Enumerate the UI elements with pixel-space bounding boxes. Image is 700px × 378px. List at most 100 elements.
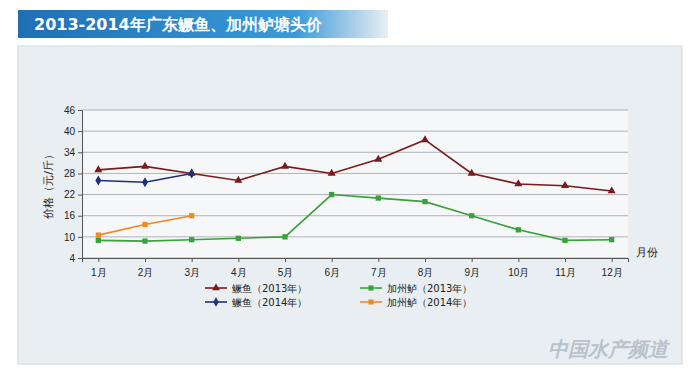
data-point (468, 169, 476, 176)
y-tick: 40 (64, 126, 82, 137)
data-point (189, 168, 195, 178)
data-point (329, 192, 334, 197)
data-point (96, 232, 101, 237)
x-tick-label: 9月 (464, 267, 480, 278)
chart: 2013-2014年广东鳜鱼、加州鲈塘头价4101622283440461月2月… (0, 0, 700, 378)
legend-item: 鳜鱼（2014年） (205, 297, 307, 308)
data-point (421, 135, 429, 142)
y-tick-mark (78, 237, 82, 238)
x-tick-label: 5月 (278, 267, 294, 278)
x-tick: 9月 (464, 258, 480, 278)
y-axis-line (78, 111, 83, 259)
x-tick-label: 1月 (91, 267, 107, 278)
y-tick: 10 (64, 232, 82, 243)
grid-line (82, 215, 628, 216)
x-axis-title: 月份 (636, 246, 658, 259)
legend-marker (368, 285, 373, 290)
x-tick-mark (565, 258, 566, 262)
chart-background (18, 46, 682, 364)
y-tick: 34 (64, 147, 82, 158)
x-tick-label: 7月 (371, 267, 387, 278)
data-point (374, 155, 382, 162)
data-point (562, 238, 567, 243)
data-point (142, 177, 148, 187)
legend-marker (213, 297, 218, 306)
grid-line (82, 131, 628, 132)
x-tick: 4月 (231, 258, 247, 278)
x-tick-mark (238, 258, 239, 262)
x-tick-label: 8月 (418, 267, 434, 278)
x-tick-mark (285, 258, 286, 262)
legend-item: 加州鲈（2014年） (360, 297, 472, 308)
x-tick-mark (612, 258, 613, 262)
series-line (98, 195, 611, 242)
y-tick-label: 4 (69, 253, 75, 264)
x-tick: 11月 (555, 258, 575, 278)
x-tick-mark (425, 258, 426, 262)
series-line (98, 140, 611, 191)
x-tick: 8月 (418, 258, 434, 278)
y-tick: 4 (69, 253, 82, 264)
y-axis: 4 10 16 22 28 34 40 46 (64, 105, 83, 264)
x-tick: 6月 (324, 258, 340, 278)
y-tick: 16 (64, 210, 82, 221)
y-tick-label: 40 (64, 126, 76, 137)
x-tick: 3月 (184, 258, 200, 278)
data-point (422, 199, 427, 204)
x-tick-label: 4月 (231, 267, 247, 278)
legend-item: 加州鲈（2013年） (360, 283, 472, 294)
y-tick: 22 (64, 189, 82, 200)
grid-line (82, 173, 628, 174)
x-tick: 7月 (371, 258, 387, 278)
x-tick-label: 10月 (508, 267, 529, 278)
plot-marks (94, 135, 615, 243)
y-tick-label: 34 (64, 147, 76, 158)
x-tick-label: 6月 (324, 267, 340, 278)
x-tick: 1月 (91, 258, 107, 278)
series-line (98, 216, 191, 235)
data-point (376, 195, 381, 200)
data-point (142, 222, 147, 227)
x-tick-mark (518, 258, 519, 262)
grid-line (82, 110, 628, 111)
y-tick-label: 28 (64, 168, 76, 179)
y-tick-mark (78, 216, 82, 217)
y-tick: 46 (64, 105, 82, 116)
x-tick: 10月 (508, 258, 529, 278)
y-axis-title: 价格（元/斤） (42, 149, 55, 220)
y-tick-label: 16 (64, 210, 76, 221)
y-tick-mark (78, 258, 82, 259)
series (95, 168, 194, 187)
y-tick-mark (78, 152, 82, 153)
y-tick-mark (78, 131, 82, 132)
y-tick-mark (78, 195, 82, 196)
x-axis: 1月2月3月4月5月6月7月8月9月10月11月12月 (83, 258, 629, 278)
grid-line (82, 152, 628, 153)
y-tick-label: 22 (64, 189, 76, 200)
watermark: 中国水产频道 (548, 337, 671, 361)
x-tick-mark (332, 258, 333, 262)
x-tick: 12月 (602, 258, 623, 278)
data-point (514, 179, 522, 186)
legend-marker (368, 299, 373, 304)
legend-item: 鳜鱼（2013年） (205, 283, 307, 294)
legend: 鳜鱼（2013年） 鳜鱼（2014年） 加州鲈（2013年） 加州鲈（2014年） (205, 283, 472, 308)
x-axis-line (83, 259, 629, 263)
plot-background (82, 110, 628, 258)
y-tick-mark (78, 173, 82, 174)
series (96, 213, 195, 238)
grid-line (82, 194, 628, 195)
x-tick-mark (98, 258, 99, 262)
data-point (282, 234, 287, 239)
data-point (189, 213, 194, 218)
data-point (95, 175, 101, 185)
data-point (141, 162, 149, 169)
data-point (94, 165, 102, 172)
data-point (561, 181, 569, 188)
data-point (469, 213, 474, 218)
grid (82, 110, 628, 258)
x-tick-mark (145, 258, 146, 262)
y-tick: 28 (64, 168, 82, 179)
legend-label: 加州鲈（2013年） (387, 283, 472, 294)
data-point (236, 236, 241, 241)
